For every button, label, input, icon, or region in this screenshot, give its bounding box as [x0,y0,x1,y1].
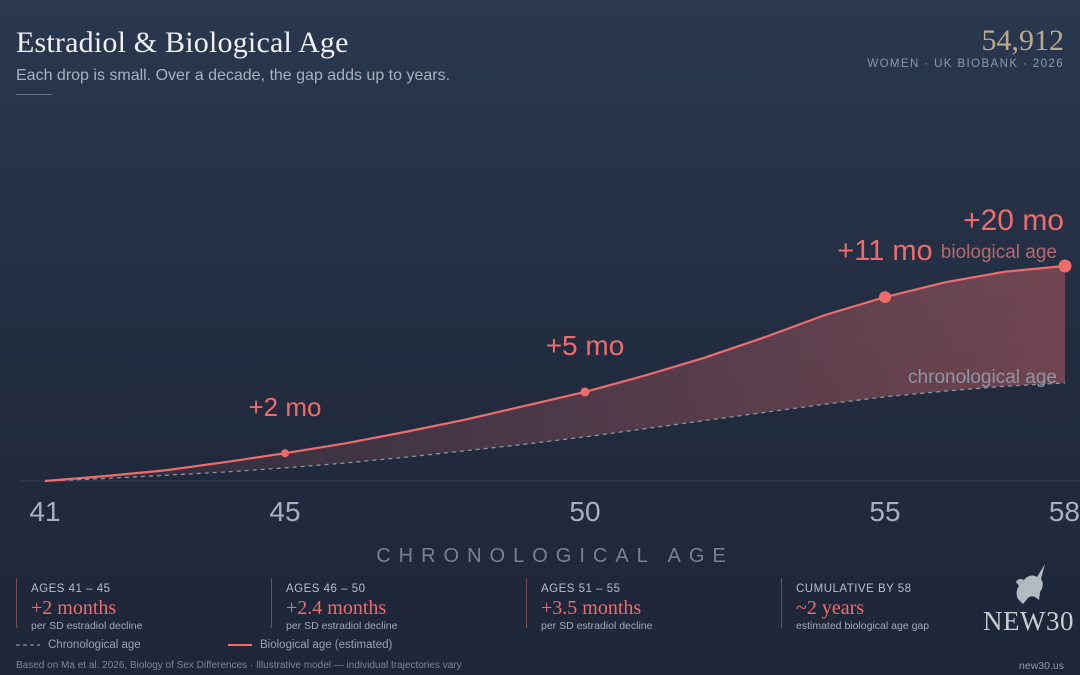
marker-label: +11 mo [837,235,932,267]
legend-item-biological: Biological age (estimated) [228,639,392,651]
marker-label: +20 mo [963,204,1064,237]
stat-subtext: per SD estradiol decline [31,620,143,632]
stat-label: CUMULATIVE BY 58 [796,583,912,595]
x-axis-label: CHRONOLOGICAL AGE [376,545,734,567]
stat-subtext: per SD estradiol decline [286,620,398,632]
x-tick-label: 55 [869,496,900,527]
x-tick-label: 50 [569,496,600,527]
title-divider [16,94,52,95]
x-tick-label: 41 [29,496,60,527]
brand-logo: NEW30 [983,562,1073,636]
stat-label: AGES 46 – 50 [286,583,366,595]
stat-cumulative: CUMULATIVE BY 58 ~2 years estimated biol… [781,578,929,632]
marker-dot [879,291,891,304]
brand-wordmark: NEW30 [983,606,1074,636]
biological-age-line [44,264,1066,483]
stat-value: +2 months [31,597,117,619]
x-tick-label: 45 [269,496,300,527]
stat-ages-46-50: AGES 46 – 50 +2.4 months per SD estradio… [271,578,397,632]
marker-dot [580,387,590,397]
stat-ages-41-45: AGES 41 – 45 +2 months per SD estradiol … [16,578,142,632]
legend-label: Biological age (estimated) [260,639,393,651]
x-tick-label: 58 [1049,496,1080,527]
stat-label: AGES 41 – 45 [31,583,111,595]
stat-value: ~2 years [796,597,865,619]
stat-subtext: per SD estradiol decline [541,620,653,632]
stat-ages-51-55: AGES 51 – 55 +3.5 months per SD estradio… [526,578,652,632]
stat-subtext: estimated biological age gap [796,620,930,632]
stats-row: AGES 41 – 45 +2 months per SD estradiol … [0,578,1080,634]
legend-item-chronological: Chronological age [16,639,141,651]
stat-label: AGES 51 – 55 [541,583,621,595]
marker-group: +2 mo +5 mo +11 mo +20 mo [249,204,1072,458]
page-title: Estradiol & Biological Age [16,26,349,59]
chart: +2 mo +5 mo +11 mo +20 mo 41 45 50 55 58 biolog… [20,204,1080,567]
chronological-age-line [44,382,1066,482]
line-label-chronological: chronological age [908,367,1057,388]
source-tag: WOMEN · UK BIOBANK · 2026 [867,58,1064,70]
legend-label: Chronological age [48,639,141,651]
gap-area [45,266,1065,481]
stat-value: +2.4 months [286,597,387,619]
marker-label: +2 mo [249,392,322,422]
dashed-line-swatch [16,644,40,646]
sample-count: 54,912 [981,24,1065,57]
stat-value: +3.5 months [541,597,642,619]
site-link[interactable]: new30.us [1019,660,1064,672]
solid-line-swatch [228,643,252,646]
marker-dot [281,449,289,458]
x-tick-group: 41 45 50 55 58 [29,496,1080,527]
page-subtitle: Each drop is small. Over a decade, the g… [16,67,451,84]
marker-dot [1058,259,1072,273]
line-label-biological: biological age [941,242,1057,263]
unicorn-icon [1016,564,1045,604]
marker-label: +5 mo [546,330,625,361]
citation: Based on Ma et al. 2026, Biology of Sex … [16,660,462,671]
